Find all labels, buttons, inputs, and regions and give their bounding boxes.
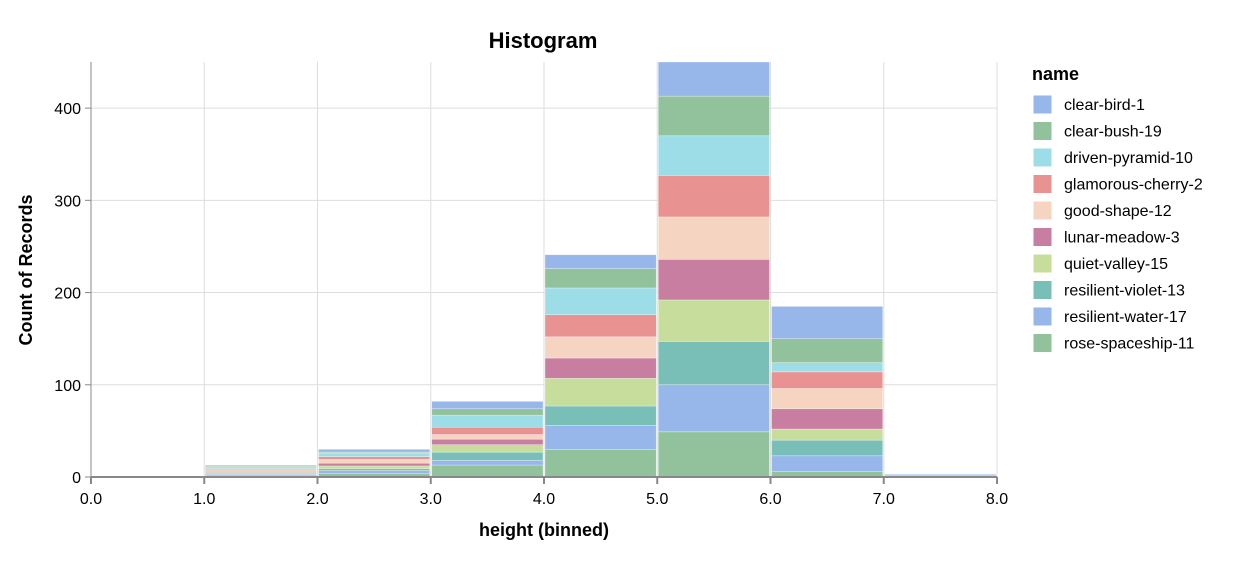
bar-segment: [771, 439, 884, 457]
bar-segment: [771, 338, 884, 363]
legend-swatch: [1032, 147, 1053, 168]
y-tick-label: 100: [54, 378, 81, 395]
bar-segment: [544, 449, 657, 478]
y-tick-label: 400: [54, 101, 81, 118]
x-tick-label: 3.0: [420, 491, 442, 508]
legend-label: lunar-meadow-3: [1064, 230, 1180, 247]
legend-swatch: [1032, 174, 1053, 194]
legend-swatch: [1032, 94, 1053, 115]
bar-segment: [544, 254, 657, 269]
bar-segment: [544, 378, 657, 407]
bar-segment: [204, 464, 317, 467]
legend-swatch: [1032, 227, 1053, 247]
legend-label: good-shape-12: [1064, 203, 1172, 220]
bar-segment: [544, 287, 657, 315]
bar-segment: [318, 452, 431, 458]
bar-segment: [318, 456, 431, 460]
bar-segment: [771, 371, 884, 389]
y-tick-label: 300: [54, 193, 81, 210]
legend-swatch: [1032, 200, 1053, 221]
bar-segment: [431, 408, 544, 416]
x-tick-label: 7.0: [873, 491, 895, 508]
x-tick-label: 8.0: [986, 491, 1008, 508]
legend-swatch: [1032, 280, 1053, 300]
bar-segment: [431, 444, 544, 453]
bar-segment: [544, 336, 657, 359]
legend-swatch: [1032, 121, 1053, 141]
legend-label: driven-pyramid-10: [1064, 150, 1193, 167]
bars: [91, 61, 997, 478]
bar-segment: [431, 426, 544, 435]
bar-segment: [544, 425, 657, 450]
y-tick-label: 200: [54, 286, 81, 303]
bar-segment: [431, 438, 544, 446]
x-tick-label: 6.0: [759, 491, 781, 508]
bar-segment: [431, 464, 544, 478]
bar-segment: [657, 95, 770, 137]
bar-segment: [431, 451, 544, 461]
x-axis-label: height (binned): [479, 520, 609, 540]
legend-label: resilient-water-17: [1064, 309, 1187, 326]
bar-segment: [318, 470, 431, 474]
bar-segment: [884, 473, 997, 476]
x-tick-label: 5.0: [646, 491, 668, 508]
bar-segment: [657, 216, 770, 260]
axes: 0 100 200 300 400 0.0 1.0 2.0 3.0 4.0 5.0 6.0 7.0 8.0: [54, 62, 1008, 508]
bar-segment: [431, 460, 544, 466]
legend-label: clear-bird-1: [1064, 97, 1145, 114]
legend-title: name: [1032, 64, 1079, 84]
bar-segment: [657, 384, 770, 433]
bar-segment: [318, 449, 431, 453]
bar-segment: [771, 455, 884, 472]
bar-segment: [771, 388, 884, 410]
y-axis-label: Count of Records: [16, 195, 36, 346]
bar-segment: [544, 314, 657, 338]
legend-label: resilient-violet-13: [1064, 283, 1185, 300]
legend-label: glamorous-cherry-2: [1064, 177, 1203, 194]
chart-title: Histogram: [489, 28, 598, 53]
bar-segment: [431, 401, 544, 410]
bar-segment: [657, 431, 770, 478]
bar-segment: [657, 175, 770, 218]
bar-segment: [771, 408, 884, 430]
legend-swatch: [1032, 253, 1053, 274]
legend-label: clear-bush-19: [1064, 124, 1162, 141]
x-tick-label: 4.0: [533, 491, 555, 508]
bar-segment: [771, 428, 884, 441]
bar-segment: [318, 459, 431, 464]
y-tick-label: 0: [72, 470, 81, 487]
x-tick-label: 1.0: [193, 491, 215, 508]
legend-swatch: [1032, 333, 1053, 353]
bar-segment: [318, 462, 431, 467]
bar-segment: [544, 357, 657, 379]
legend: clear-bird-1 clear-bush-19 driven-pyramid-…: [1032, 94, 1203, 353]
bar-segment: [431, 414, 544, 428]
bar-segment: [657, 341, 770, 386]
bar-segment: [771, 362, 884, 373]
legend-swatch: [1032, 306, 1053, 327]
x-tick-label: 2.0: [306, 491, 328, 508]
bar-segment: [544, 268, 657, 289]
bar-segment: [657, 61, 770, 97]
bar-segment: [544, 405, 657, 426]
bar-segment: [318, 465, 431, 469]
bar-segment: [771, 306, 884, 339]
bar-segment: [657, 299, 770, 342]
bar-segment: [657, 135, 770, 176]
legend-label: rose-spaceship-11: [1064, 336, 1195, 353]
x-tick-label: 0.0: [80, 491, 102, 508]
bar-segment: [657, 259, 770, 301]
legend-label: quiet-valley-15: [1064, 256, 1168, 273]
bar-segment: [431, 434, 544, 440]
